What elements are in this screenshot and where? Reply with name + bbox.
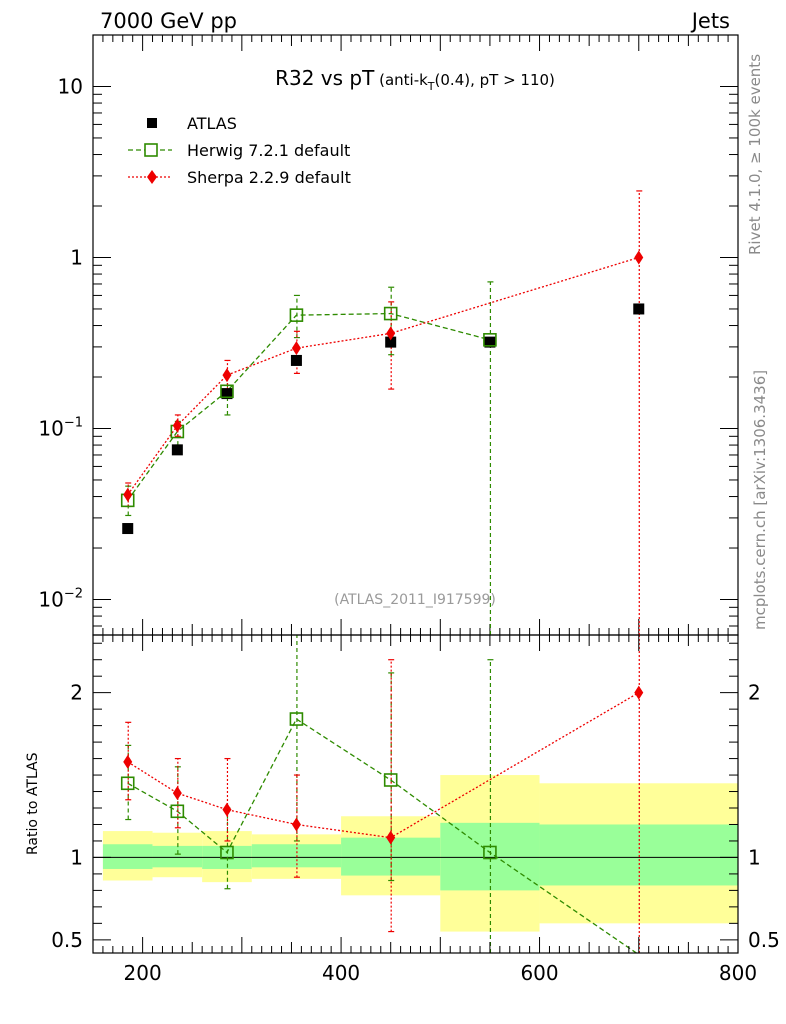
herwig-data-point (483, 333, 497, 347)
atlas-data-point (122, 523, 134, 535)
ratio-x-tick-label: 200 (124, 961, 162, 985)
ratio-sherpa-point (291, 817, 301, 832)
legend: ATLAS Herwig 7.2.1 default Sherpa 2.2.9 … (128, 114, 351, 187)
analysis-watermark: (ATLAS_2011_I917599) (334, 592, 496, 608)
ratio-x-tick-label: 800 (719, 961, 757, 985)
header-energy-label: 7000 GeV pp (100, 9, 237, 33)
legend-atlas-label: ATLAS (187, 114, 237, 133)
ratio-herwig-point (170, 804, 185, 819)
main-y-tick-label: 10−1 (38, 415, 83, 440)
ratio-herwig-point (120, 776, 135, 791)
ratio-sherpa-point (172, 786, 182, 801)
legend-sherpa-marker (147, 170, 157, 184)
sherpa-series-line (127, 256, 639, 496)
ratio-sherpa-point (634, 685, 644, 700)
ratio-herwig-point (289, 712, 304, 726)
sherpa-data-point (291, 341, 301, 356)
plot-title-main: R32 vs pT (275, 66, 375, 90)
legend-herwig-marker (144, 143, 158, 157)
ratio-uncertainty-band-inner (102, 844, 153, 869)
ratio-panel: 0.5 0.5 1 1 2 2 200 400 600 800 (51, 634, 780, 985)
atlas-data-point (221, 388, 233, 400)
ratio-sherpa-point (386, 830, 396, 845)
rivet-info-label: Rivet 4.1.0, ≥ 100k events (746, 54, 764, 255)
mcplots-url-label: mcplots.cern.ch [arXiv:1306.3436] (751, 370, 769, 630)
atlas-data-point (484, 336, 496, 348)
header-category-label: Jets (690, 9, 730, 33)
ratio-uncertainty-band-inner (152, 845, 203, 868)
ratio-herwig-point (483, 845, 497, 860)
plot-title-sub: T (427, 80, 435, 93)
herwig-data-point (220, 384, 234, 399)
ratio-y-tick-label-right: 0.5 (748, 928, 780, 952)
plot-title: R32 vs pT (anti-kT(0.4), pT > 110) (275, 66, 555, 93)
ratio-sherpa-line (127, 692, 640, 839)
ratio-herwig-point (220, 845, 234, 860)
ratio-x-tick-label: 600 (520, 961, 558, 985)
legend-herwig-label: Herwig 7.2.1 default (187, 141, 350, 160)
ratio-sherpa-point (123, 754, 133, 769)
ratio-y-tick-label: 1 (70, 845, 83, 869)
sherpa-data-point (172, 418, 182, 433)
sherpa-data-point (386, 326, 396, 341)
ratio-panel-frame (92, 634, 739, 954)
legend-sherpa-label: Sherpa 2.2.9 default (187, 168, 351, 187)
ratio-y-tick-label-right: 2 (748, 681, 761, 705)
atlas-data-point (633, 303, 645, 315)
ratio-x-tick-label: 400 (322, 961, 360, 985)
ratio-y-tick-label: 2 (70, 681, 83, 705)
plot-title-rest: (0.4), pT > 110) (435, 71, 555, 89)
herwig-series-line (127, 312, 491, 501)
herwig-data-point (383, 306, 398, 321)
ratio-herwig-point (383, 773, 398, 787)
sherpa-data-point (222, 368, 232, 383)
herwig-data-point (289, 308, 304, 322)
main-y-tick-label: 10−2 (38, 586, 83, 611)
atlas-data-point (290, 354, 302, 366)
sherpa-data-point (634, 250, 644, 265)
legend-atlas-marker (147, 118, 157, 128)
ratio-y-tick-label-right: 1 (748, 845, 761, 869)
sherpa-data-point (123, 487, 133, 502)
main-panel: 10 1 10−1 10−2 (38, 34, 739, 636)
plot-title-paren: (anti-k (374, 71, 428, 89)
ratio-y-tick-label: 0.5 (51, 928, 83, 952)
main-y-tick-label: 10 (58, 74, 83, 98)
ratio-y-axis-label: Ratio to ATLAS (25, 752, 41, 855)
atlas-data-point (171, 444, 183, 456)
main-y-tick-label: 1 (70, 245, 83, 269)
atlas-data-point (385, 336, 397, 348)
ratio-sherpa-point (222, 802, 232, 817)
